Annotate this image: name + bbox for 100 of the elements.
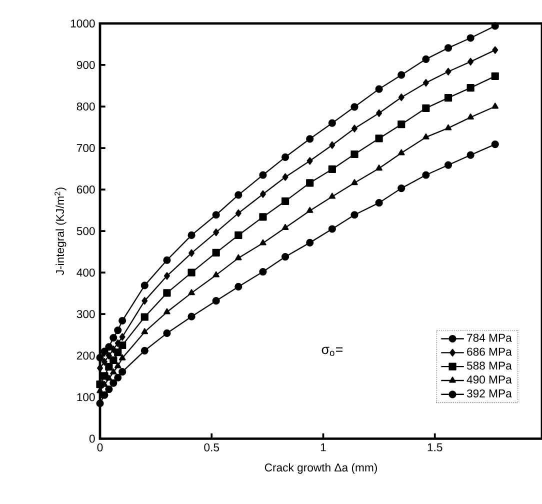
point [97,364,103,372]
point [100,348,108,356]
y-tick-label: 900 [76,60,95,69]
point [105,385,113,394]
point [444,44,452,52]
point [110,334,118,342]
point [306,157,313,165]
y-tick-label: 0 [89,434,95,443]
point [259,213,267,221]
point [351,124,358,132]
point [188,289,195,296]
point [140,313,148,321]
point [466,151,474,159]
point [114,362,122,368]
point [106,374,112,381]
point [306,135,314,143]
point [118,368,126,376]
point [212,297,220,305]
y-tick-label: 200 [76,352,95,360]
y-tick-label: 400 [76,268,95,277]
point [140,346,148,354]
point [235,254,242,260]
legend-label: 490 MPa [466,376,512,384]
point [101,358,108,366]
y-tick-label: 1000 [70,19,95,28]
point [163,289,171,297]
point [114,348,122,356]
point [350,150,358,158]
point [492,102,498,109]
point [234,282,242,291]
point [376,109,382,117]
point [491,140,499,148]
annotation: σ$_{o}$= [322,346,343,356]
point [282,173,288,181]
point [466,84,474,92]
point [398,149,405,156]
x-tick-label: 0 [97,443,103,452]
legend-label: 686 MPa [467,348,512,356]
point [114,374,122,382]
point [259,171,267,179]
point [422,171,430,179]
point [350,103,358,111]
point [188,231,196,240]
point [306,238,314,246]
point [282,224,289,230]
point [306,206,314,213]
x-tick-label: 1.5 [428,443,442,452]
point [212,271,220,278]
point [398,120,406,128]
point [422,104,430,112]
point [375,134,383,142]
point [188,312,196,320]
legend-label: 392 MPa [466,389,512,398]
point [234,231,242,240]
point [281,253,290,261]
point [105,363,113,371]
point [422,133,430,140]
point [118,316,126,325]
point [444,161,452,169]
point [468,58,474,66]
point [376,164,382,171]
point [422,55,430,63]
point [100,372,108,380]
point [444,94,452,102]
x-tick-label: 0.5 [204,443,220,452]
y-tick-label: 800 [76,102,95,111]
point [351,179,358,186]
y-tick-label: 100 [77,393,95,402]
point [350,211,358,219]
point [445,68,452,76]
point [467,114,474,120]
point [105,343,113,351]
point [164,272,170,280]
x-axis-title: Crack growth Δa (mm) [264,463,377,474]
point [398,184,406,192]
point [96,400,104,408]
point [106,352,112,360]
point [118,354,126,360]
point [491,22,499,30]
point [114,326,122,334]
point [141,328,148,334]
point [164,308,170,314]
point [306,179,314,187]
point [212,211,220,219]
point [110,368,117,374]
y-tick-label: 500 [76,227,95,236]
point [235,209,242,218]
point [118,341,126,350]
point [100,391,108,399]
point [188,268,196,276]
x-tick-label: 1 [320,443,326,452]
point [328,119,336,127]
point [213,228,220,236]
point [188,249,195,257]
point [212,248,220,256]
point [140,282,148,290]
point [375,85,383,93]
point [422,79,429,87]
point [110,356,118,364]
point [163,329,171,338]
